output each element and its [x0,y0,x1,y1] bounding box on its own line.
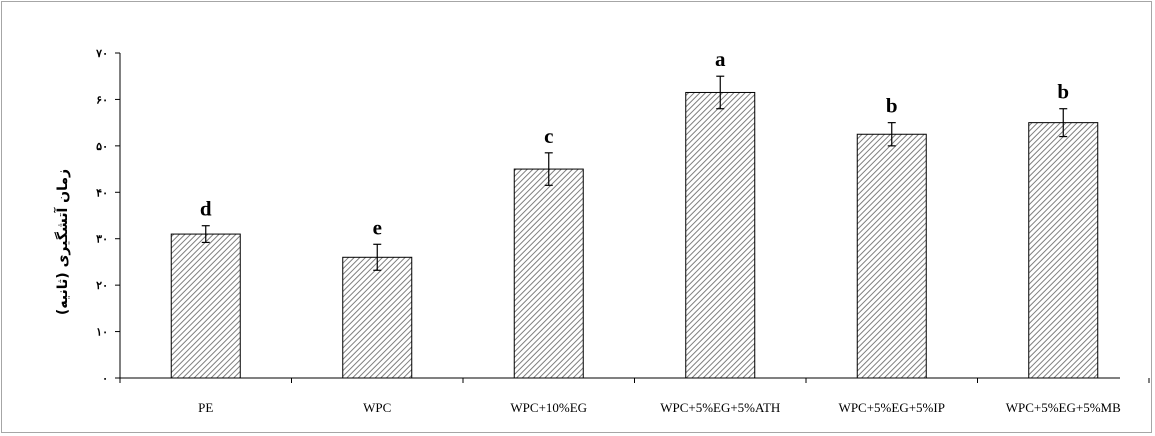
significance-letters: d e c a b b [200,47,1069,239]
bar [170,233,241,379]
y-tick-label: ۱۰ [96,326,108,339]
x-axis: PE WPC WPC+10%EG WPC+5%EG+5%ATH WPC+5%EG+5%I… [119,377,1150,415]
y-tick-label: ۰ [102,372,108,385]
bar [1028,122,1099,379]
significance-letter: a [715,47,726,71]
error-bars [201,75,1068,271]
y-tick-label: ۳۰ [96,233,108,246]
significance-letter: d [200,197,212,221]
y-tick-label: ۴۰ [96,186,108,199]
bar [856,133,927,379]
category-label: PE [198,400,213,415]
significance-letter: c [544,124,553,148]
y-axis: ۰ ۱۰ ۲۰ ۳۰ ۴۰ ۵۰ ۶۰ ۷۰ [95,47,121,385]
significance-letter: e [373,215,382,239]
y-axis-label: زمان آتشگیری (ثانیه) [53,169,71,315]
category-label: WPC [363,400,391,415]
category-label: WPC+10%EG [510,400,587,415]
bar [342,256,413,379]
bar [685,91,756,379]
bar [513,168,584,379]
bars [170,91,1099,379]
significance-letter: b [1057,80,1069,104]
category-label: WPC+5%EG+5%ATH [660,400,780,415]
category-label: WPC+5%EG+5%MB [1006,400,1121,415]
significance-letter: b [886,94,898,118]
category-label: WPC+5%EG+5%IP [839,400,945,415]
y-tick-label: ۷۰ [95,47,108,60]
y-tick-label: ۲۰ [96,279,108,292]
y-tick-label: ۶۰ [96,93,108,106]
y-tick-label: ۵۰ [96,140,108,153]
